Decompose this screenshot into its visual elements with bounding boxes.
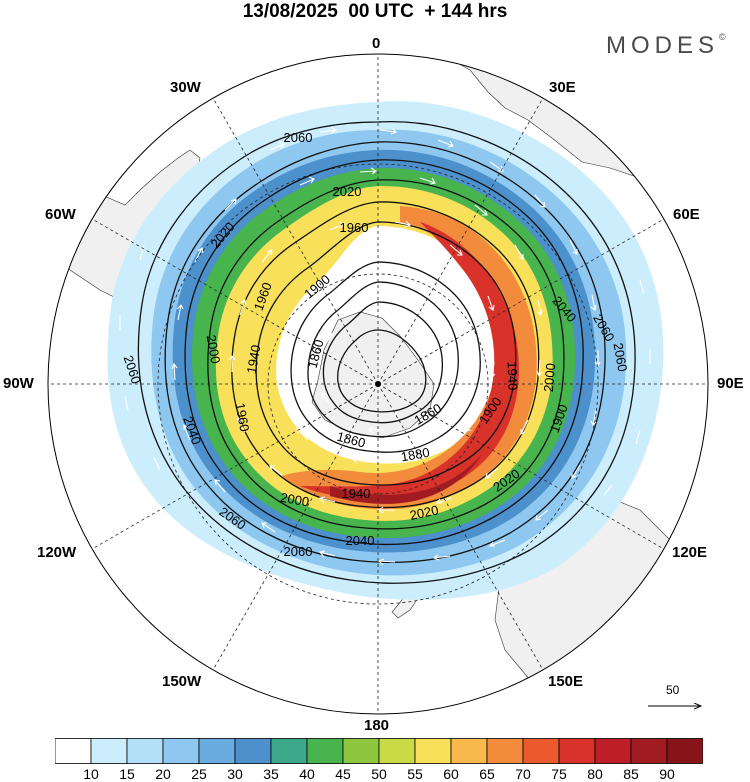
colorbar-tick-label: 80	[587, 766, 603, 782]
colorbar-tick-label: 50	[371, 766, 387, 782]
contour-2020	[184, 159, 584, 546]
contour-label: 2040	[346, 533, 375, 548]
colorbar-swatch	[234, 738, 272, 764]
colorbar-tick-label: 55	[407, 766, 423, 782]
map-title: 13/08/2025 00 UTC + 144 hrs	[242, 1, 508, 22]
lon-label-120e: 120E	[672, 544, 708, 561]
contour-label: 2000	[204, 334, 224, 365]
contour-label: 2000	[541, 363, 558, 393]
contour-label: 2060	[611, 342, 631, 373]
reference-vector-label: 50	[666, 683, 680, 697]
colorbar-tick-label: 90	[659, 766, 675, 782]
colorbar-swatch	[522, 738, 560, 764]
lon-label-180: 180	[364, 717, 390, 734]
colorbar-swatch	[558, 738, 596, 764]
colorbar-tick-label: 85	[623, 766, 639, 782]
contour-label: 2060	[284, 544, 313, 559]
contour-label: 1860	[335, 429, 367, 451]
lon-label-0: 0	[372, 35, 381, 52]
brand-logo: MODES©	[606, 32, 726, 60]
contour-label: 1940	[244, 344, 264, 375]
colorbar-swatch	[414, 738, 452, 764]
colorbar-swatch	[126, 738, 164, 764]
colorbar-tick-label: 60	[443, 766, 459, 782]
colorbar-tick-label: 35	[263, 766, 279, 782]
colorbar-swatch	[594, 738, 632, 764]
lon-label-120w: 120W	[37, 544, 77, 561]
colorbar-tick-label: 10	[83, 766, 99, 782]
colorbar	[55, 738, 703, 764]
copyright-mark: ©	[719, 32, 726, 42]
contour-label: 1940	[504, 361, 520, 390]
lon-label-30e: 30E	[549, 79, 576, 96]
lon-label-60e: 60E	[673, 206, 700, 223]
contour-label: 2020	[408, 502, 439, 523]
colorbar-swatch	[162, 738, 200, 764]
contour-2000	[207, 179, 565, 530]
colorbar-swatch	[486, 738, 524, 764]
contour-1940	[255, 221, 517, 486]
contour-2060	[137, 120, 636, 584]
colorbar-tick-label: 40	[299, 766, 315, 782]
colorbar-swatch	[450, 738, 488, 764]
contour-1840	[337, 329, 427, 413]
contour-1960	[231, 201, 540, 509]
colorbar-tick-label: 15	[119, 766, 135, 782]
lon-label-30w: 30W	[170, 79, 201, 96]
contour-label: 1860	[305, 338, 327, 370]
contour-1860	[322, 301, 444, 424]
colorbar-swatch	[630, 738, 668, 764]
graticule	[48, 54, 708, 714]
map-boundary	[47, 53, 709, 715]
contour-label: 1880	[400, 445, 431, 465]
colorbar-swatch	[55, 738, 92, 764]
colorbar-tick-label: 65	[479, 766, 495, 782]
colorbar-swatch	[378, 738, 416, 764]
wind-speed-shading	[107, 101, 664, 600]
colorbar-tick-label: 75	[551, 766, 567, 782]
contour-label: 2000	[279, 490, 310, 510]
brand-name: MODES	[606, 32, 720, 59]
lon-label-60w: 60W	[45, 206, 76, 223]
colorbar-swatch	[342, 738, 380, 764]
colorbar-swatch	[198, 738, 236, 764]
colorbar-swatch	[306, 738, 344, 764]
colorbar-swatch	[90, 738, 128, 764]
south-pole-marker	[375, 381, 381, 387]
lon-label-150e: 150E	[548, 673, 584, 690]
contour-1900	[290, 261, 481, 453]
contour-label: 2020	[333, 184, 362, 199]
contour-1880	[307, 281, 459, 438]
colorbar-tick-label: 45	[335, 766, 351, 782]
colorbar-tick-label: 20	[155, 766, 171, 782]
height-contours	[137, 120, 636, 584]
colorbar-swatch	[666, 738, 703, 764]
lon-label-150w: 150W	[162, 673, 202, 690]
colorbar-swatch	[270, 738, 308, 764]
map-disk	[48, 54, 708, 714]
contour-2040	[164, 141, 606, 564]
lon-label-90w: 90W	[3, 375, 34, 392]
colorbar-tick-label: 25	[191, 766, 207, 782]
contour-label: 1960	[233, 402, 253, 433]
wind-vectors	[119, 126, 651, 566]
colorbar-tick-label: 30	[227, 766, 243, 782]
antarctica-landmass	[311, 311, 435, 439]
contour-label: 2060	[284, 130, 313, 145]
contour-label: 1960	[340, 220, 369, 235]
lon-label-90e: 90E	[717, 375, 744, 392]
wind-band-85	[330, 454, 482, 504]
colorbar-tick-label: 70	[515, 766, 531, 782]
contour-label: 1940	[342, 486, 371, 501]
